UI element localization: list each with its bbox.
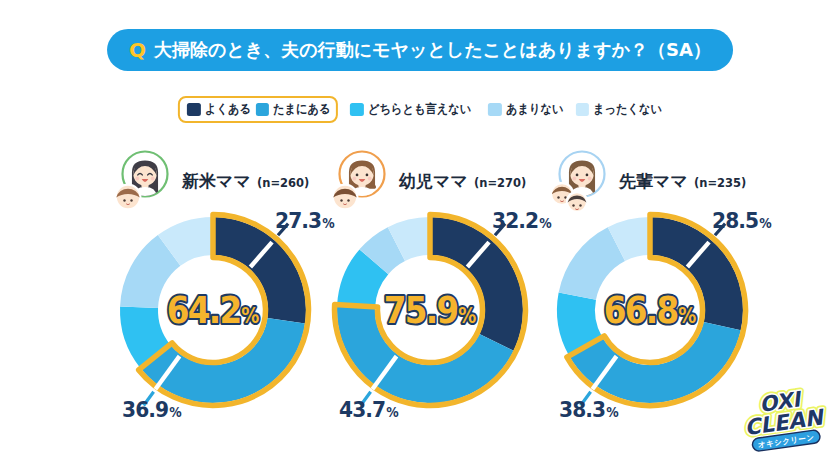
donut-segment-どちらとも言えない (356, 262, 374, 306)
avatar (115, 149, 179, 213)
donut-segment-まったくない (396, 236, 430, 244)
center-total: 66.8% (604, 288, 697, 332)
group-sample-size: (n=235) (694, 175, 746, 190)
chart-header: 新米ママ (n=260) (115, 149, 314, 213)
center-total: 64.2% (167, 288, 260, 332)
chart-header: 先輩ママ (n=235) (552, 149, 751, 213)
avatar-child (116, 185, 141, 210)
donut-chart: 32.2%43.7%75.9% (334, 207, 551, 422)
avatar-child (567, 192, 587, 212)
center-total: 75.9% (384, 288, 477, 332)
infographic-page: { "title": {"q": "Q", "text": "大掃除のとき、夫の… (0, 0, 840, 473)
donut-segment-あまりない (139, 250, 169, 307)
donut-segment-まったくない (616, 236, 650, 244)
group-sample-size: (n=260) (257, 175, 309, 190)
chart-header: 幼児ママ (n=270) (332, 149, 531, 213)
avatar (552, 149, 616, 213)
donut-segment-まったくない (169, 236, 213, 250)
donut-segment-あまりない (374, 244, 397, 262)
group-name: 先輩ママ (619, 170, 688, 193)
donut-chart: 27.3%36.9%64.2% (122, 207, 335, 422)
avatar (332, 149, 396, 213)
group-name: 新米ママ (182, 170, 251, 193)
group-name: 幼児ママ (399, 170, 468, 193)
avatar-child (333, 185, 358, 210)
donut-segment-どちらとも言えない (576, 296, 586, 346)
oxiclean-logo: OXI CLEAN OXI CLEAN オキシクリーン (726, 380, 838, 470)
segment-label: 43.7% (339, 396, 399, 422)
donut-charts: 27.3%36.9%64.2%32.2%43.7%75.9%28.5%38.3%… (0, 0, 840, 473)
segment-label: 36.9% (122, 396, 182, 422)
segment-label: 38.3% (559, 396, 619, 422)
group-sample-size: (n=270) (474, 175, 526, 190)
donut-segment-どちらとも言えない (139, 307, 155, 356)
